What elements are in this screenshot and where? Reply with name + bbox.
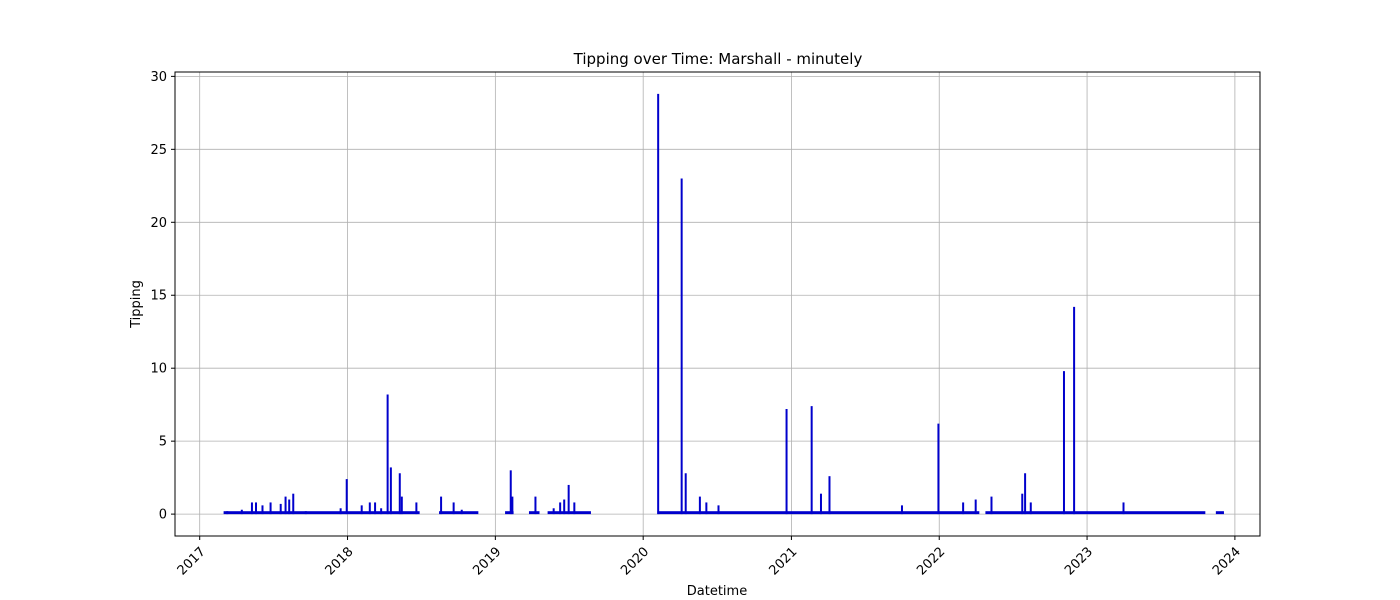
chart-title: Tipping over Time: Marshall - minutely: [573, 50, 863, 68]
x-axis-title: Datetime: [687, 584, 747, 599]
series-segment: [985, 511, 1206, 515]
series-segment: [657, 511, 980, 515]
series-segment: [439, 511, 479, 515]
series-segment: [1215, 511, 1224, 515]
series-segment: [223, 511, 420, 515]
y-tick-label: 5: [159, 435, 167, 450]
plot-frame: [174, 71, 1261, 537]
y-axis: 0 5 10 15 20 25 30: [150, 70, 175, 523]
series-segment: [528, 511, 540, 515]
y-tick-label: 10: [150, 362, 167, 377]
y-tick-label: 15: [150, 289, 167, 304]
series-segment: [505, 511, 514, 515]
y-tick-label: 0: [159, 508, 167, 523]
y-tick-label: 20: [150, 216, 167, 231]
y-tick-label: 25: [150, 143, 167, 158]
data-series: [223, 93, 1224, 515]
y-tick-label: 30: [150, 70, 167, 85]
y-axis-title: Tipping: [129, 280, 144, 329]
